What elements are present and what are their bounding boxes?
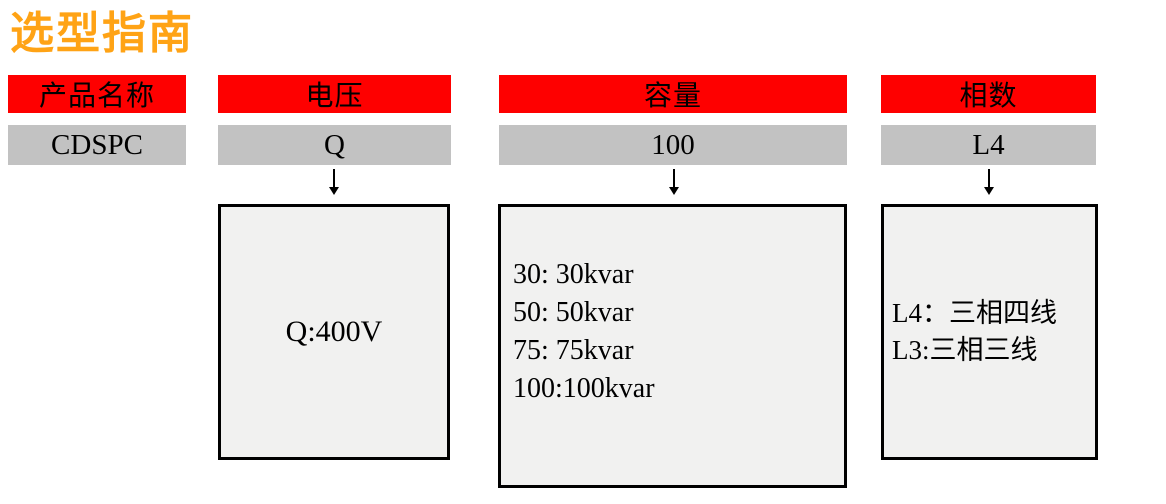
capacity-option: 50: 50kvar [513, 297, 634, 328]
code-segment-product-name: CDSPC [8, 125, 186, 165]
phase-option: L4：三相四线 [892, 298, 1057, 328]
phase-option: L3:三相三线 [892, 335, 1038, 365]
voltage-options-box: Q:400V [218, 204, 450, 460]
code-segment-voltage: Q [218, 125, 451, 165]
code-segment-capacity: 100 [499, 125, 847, 165]
column-header-phase: 相数 [881, 75, 1096, 113]
capacity-option: 75: 75kvar [513, 335, 634, 366]
capacity-options-box: 30: 30kvar 50: 50kvar 75: 75kvar 100:100… [498, 204, 847, 488]
column-header-capacity: 容量 [499, 75, 847, 113]
phase-options-box: L4：三相四线 L3:三相三线 [881, 204, 1098, 460]
voltage-option: Q:400V [285, 315, 383, 348]
column-header-product-name: 产品名称 [8, 75, 186, 113]
capacity-option: 30: 30kvar [513, 259, 634, 290]
page-title: 选型指南 [10, 9, 194, 58]
down-arrow-icon [983, 169, 994, 195]
capacity-option: 100:100kvar [513, 373, 655, 404]
down-arrow-icon [668, 169, 679, 195]
column-header-voltage: 电压 [218, 75, 451, 113]
code-segment-phase: L4 [881, 125, 1096, 165]
down-arrow-icon [328, 169, 339, 195]
